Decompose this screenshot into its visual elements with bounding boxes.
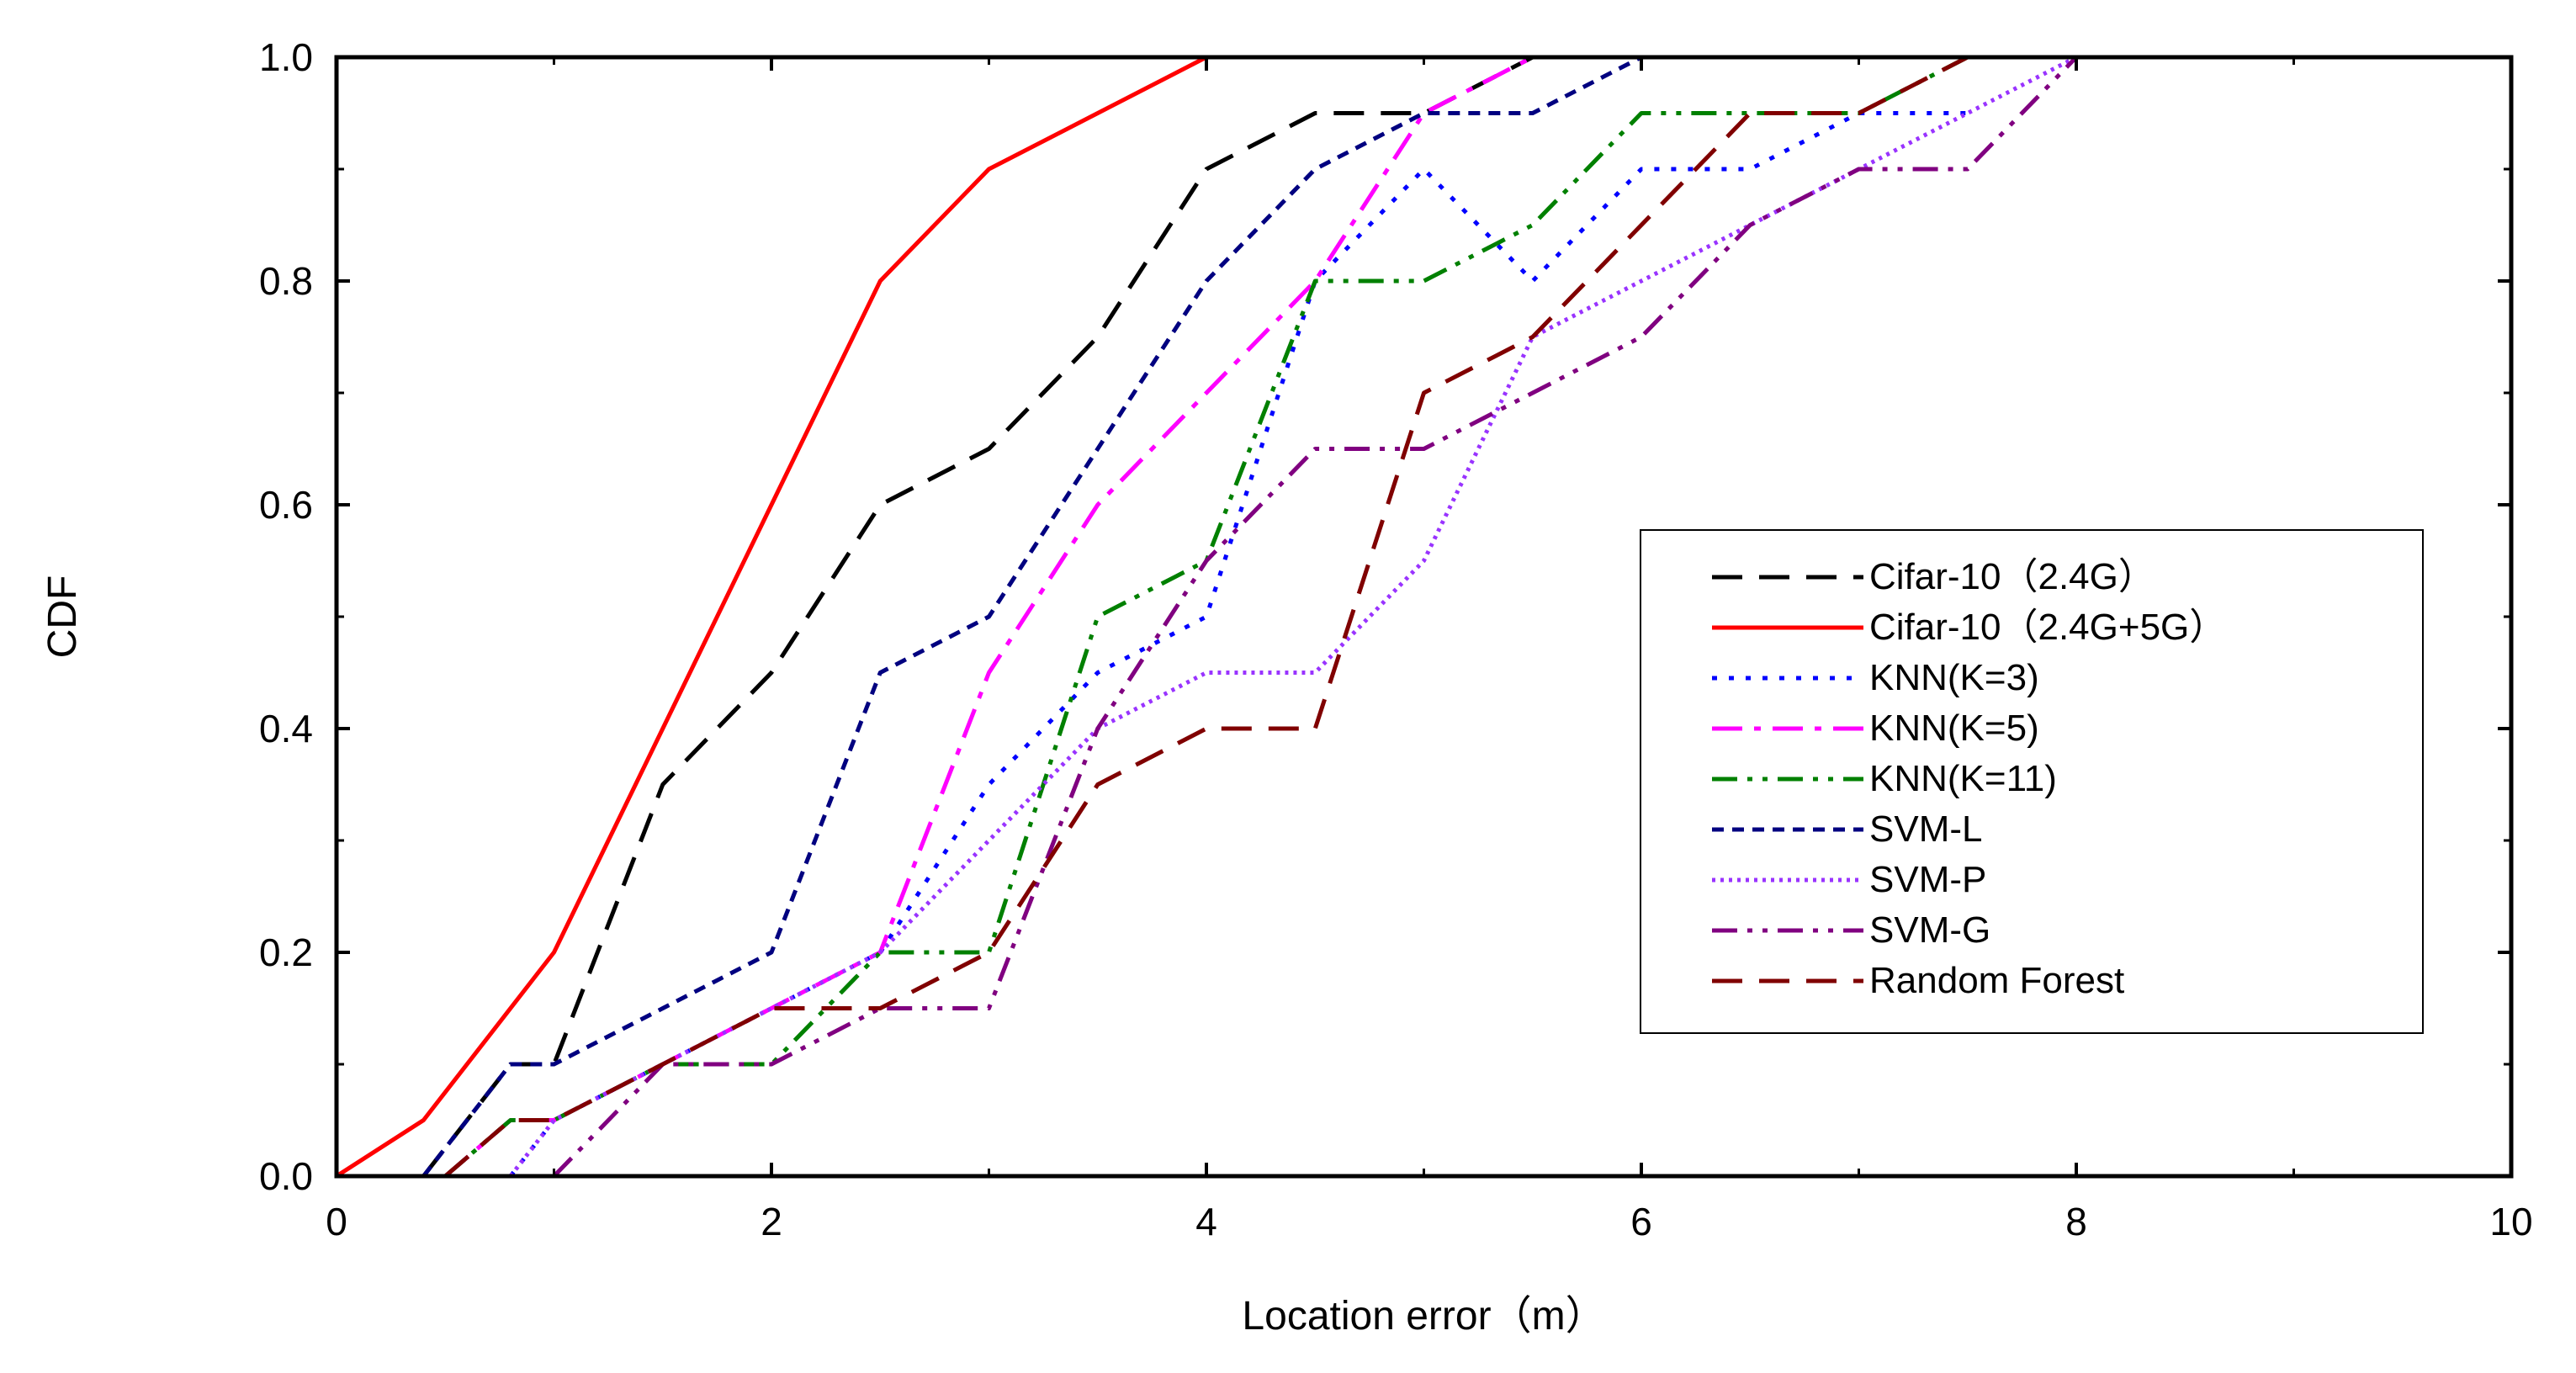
legend-label-2: Cifar-10（2.4G+5G） — [1869, 607, 2226, 648]
y-tick-label: 0.4 — [259, 707, 313, 750]
legend-label-7: SVM-P — [1869, 859, 1986, 900]
x-tick-label: 2 — [761, 1200, 782, 1243]
legend: Cifar-10（2.4G） Cifar-10（2.4G+5G） KNN(K=3) K… — [1640, 529, 2424, 1034]
y-axis-label: CDF — [40, 575, 85, 659]
series-line-6 — [421, 55, 1643, 1178]
x-axis-label: Location error（m） — [1242, 1294, 1605, 1339]
series-line-2 — [335, 55, 1424, 1179]
y-tick-label: 1.0 — [259, 35, 313, 79]
legend-label-5: KNN(K=11) — [1869, 758, 2057, 799]
series-line-9 — [443, 55, 2076, 1178]
series-line-5 — [443, 55, 1969, 1178]
series-line-8 — [552, 56, 2078, 1178]
series-layer — [335, 55, 2078, 1179]
y-tick-label: 0.0 — [259, 1154, 313, 1198]
x-tick-label: 0 — [326, 1200, 347, 1243]
legend-items: Cifar-10（2.4G） Cifar-10（2.4G+5G） KNN(K=3) K… — [1712, 556, 2226, 1001]
x-tick-label: 4 — [1195, 1200, 1217, 1243]
y-tick-label: 0.6 — [259, 483, 313, 527]
x-tick-label: 10 — [2489, 1200, 2532, 1243]
legend-label-4: KNN(K=5) — [1869, 708, 2039, 749]
x-tick-label: 8 — [2065, 1200, 2087, 1243]
y-tick-label: 0.2 — [259, 930, 313, 974]
y-tick-label: 0.8 — [259, 259, 313, 303]
legend-label-3: KNN(K=3) — [1869, 657, 2039, 698]
x-tick-label: 6 — [1630, 1200, 1652, 1243]
legend-label-6: SVM-L — [1869, 808, 1982, 850]
legend-label-1: Cifar-10（2.4G） — [1869, 556, 2155, 597]
ticks-layer: 0 2 4 6 8 10 0.0 0.2 0.4 0.6 0.8 1.0 — [259, 35, 2533, 1243]
legend-label-9: Random Forest — [1869, 960, 2124, 1001]
series-line-1 — [421, 55, 1534, 1178]
legend-box — [1640, 529, 2424, 1034]
legend-label-8: SVM-G — [1869, 909, 1990, 951]
